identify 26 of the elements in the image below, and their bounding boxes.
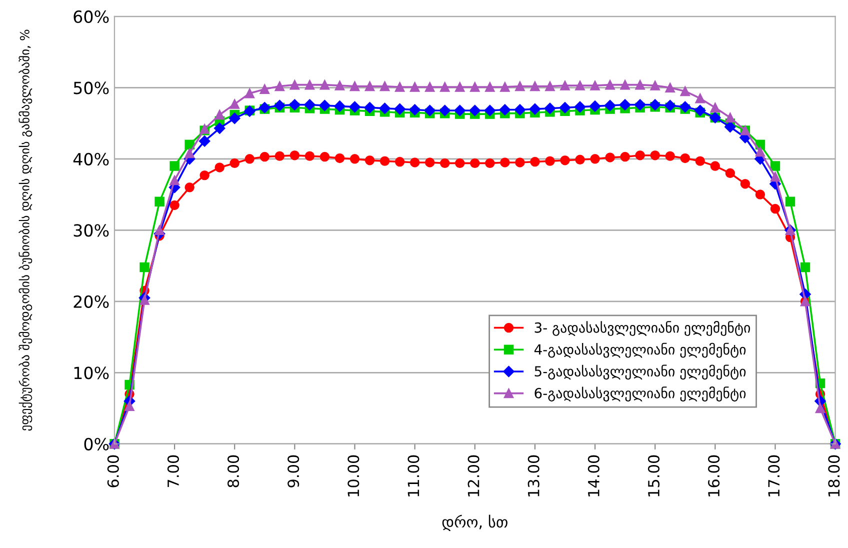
- x-tick-label: 15.00: [648, 455, 660, 496]
- x-tick-label: 18.00: [828, 455, 840, 496]
- legend-label: 3- გადასასვლელიანი ელემენტი: [534, 321, 750, 336]
- y-tick-label: 60%: [74, 10, 109, 24]
- x-tick-label: 10.00: [348, 455, 360, 496]
- y-tick-label: 10%: [74, 366, 109, 380]
- y-tick-label: 30%: [74, 224, 109, 237]
- x-tick-label: 8.00: [227, 455, 240, 488]
- x-tick-label: 12.00: [468, 455, 480, 496]
- y-tick-label: 50%: [74, 82, 109, 94]
- y-tick-label: 20%: [74, 295, 109, 308]
- x-tick-label: 11.00: [408, 455, 420, 496]
- y-axis-title: ეფექტურობა შემოდგომის ბუნიობის დღის დღის განმავლობაში, %: [18, 30, 32, 431]
- legend-label: 4-გადასასვლელიანი ელემენტი: [534, 342, 746, 358]
- x-tick-label: 14.00: [588, 455, 600, 496]
- y-tick-label: 40%: [73, 152, 109, 166]
- y-tick-label: 0%: [84, 438, 109, 450]
- x-tick-label: 13.00: [528, 455, 540, 496]
- x-tick-label: 16.00: [708, 455, 720, 496]
- legend-label: 6-გადასასვლელიანი ელემენტი: [534, 386, 746, 402]
- x-tick-label: 17.00: [768, 455, 780, 496]
- legend-label: 5-გადასასვლელიანი ელემენტი: [534, 364, 746, 380]
- x-tick-label: 6.00: [107, 455, 119, 488]
- x-tick-label: 9.00: [288, 455, 300, 488]
- x-axis-title: დრო, სთ: [442, 514, 508, 531]
- x-tick-label: 7.00: [167, 455, 179, 488]
